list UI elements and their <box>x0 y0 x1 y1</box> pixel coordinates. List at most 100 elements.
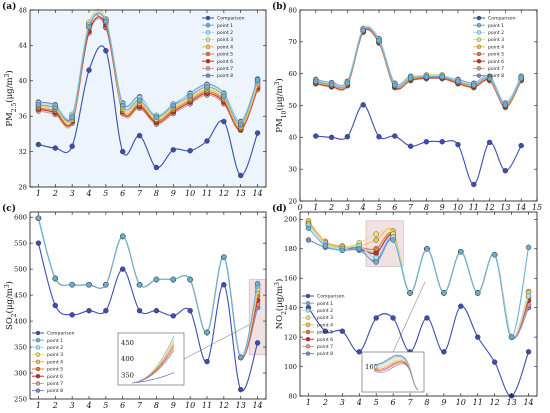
inset-connector <box>183 324 250 360</box>
axes-frame <box>29 211 267 400</box>
data-point <box>86 308 92 314</box>
data-point <box>120 102 126 109</box>
x-tick-label: 13 <box>500 203 510 212</box>
x-tick-label: 4 <box>85 189 91 198</box>
plot-area <box>300 10 537 201</box>
data-point <box>475 334 481 340</box>
legend-label: point 1 <box>488 23 504 29</box>
data-point <box>204 84 210 90</box>
data-point <box>187 308 193 314</box>
x-tick-label: 13 <box>507 398 517 407</box>
data-point <box>502 102 509 108</box>
data-point <box>69 143 75 149</box>
data-point <box>373 315 379 321</box>
legend-marker <box>476 15 482 21</box>
data-point <box>254 340 261 346</box>
data-point <box>458 249 464 255</box>
y-axis-label: PM10(μg/m3) <box>274 78 288 132</box>
legend-label: point 5 <box>217 52 233 58</box>
data-point <box>424 315 430 321</box>
legend-marker <box>476 73 482 78</box>
x-tick-label: 11 <box>473 398 483 407</box>
legend-label: point 2 <box>47 345 63 351</box>
x-tick-label: 10 <box>185 401 195 410</box>
legend-label: point 3 <box>217 37 233 43</box>
legend-label: point 3 <box>47 352 63 358</box>
y-tick-label: 300 <box>14 369 27 377</box>
x-tick-label: 2 <box>322 398 328 407</box>
legend-marker <box>476 23 482 28</box>
data-point <box>439 74 445 80</box>
data-point <box>373 231 379 237</box>
data-point <box>238 354 244 361</box>
data-point <box>376 134 382 140</box>
legend-marker <box>35 381 41 386</box>
legend-marker <box>205 59 211 64</box>
y-tick-label: 100 <box>284 363 297 371</box>
data-point <box>305 237 312 243</box>
x-tick-label: 3 <box>70 189 75 198</box>
x-tick-label: 6 <box>120 401 125 410</box>
data-point <box>136 308 143 314</box>
legend-label: point 5 <box>47 367 63 373</box>
axes-frame <box>29 9 267 188</box>
data-point <box>103 18 109 25</box>
x-tick-label: 8 <box>154 401 159 410</box>
plot-area <box>30 10 266 187</box>
y-axis-label: PM2.5(μg/m3) <box>4 70 18 126</box>
x-tick-label: 6 <box>391 398 396 407</box>
data-point <box>322 243 329 249</box>
data-point <box>254 130 261 136</box>
legend-marker <box>476 30 482 35</box>
y-tick-label: 200 <box>284 216 297 224</box>
data-point <box>525 349 532 355</box>
y-tick-label: 80 <box>288 6 297 14</box>
legend-label: point 4 <box>217 44 233 50</box>
legend-marker <box>35 345 41 350</box>
y-tick-label: 350 <box>14 343 27 351</box>
x-tick-label: 7 <box>137 189 143 198</box>
y-tick-label: 50 <box>288 102 297 110</box>
legend-marker <box>476 59 482 64</box>
x-tick-label: 5 <box>103 189 108 198</box>
x-tick-label: 14 <box>252 189 262 198</box>
data-point <box>455 78 461 84</box>
legend-label: point 1 <box>217 23 233 29</box>
legend-marker <box>476 44 482 49</box>
legend-marker <box>305 322 311 327</box>
data-point <box>86 67 92 73</box>
data-point <box>360 102 366 108</box>
x-tick-label: 14 <box>523 398 533 407</box>
legend-marker <box>35 352 41 357</box>
y-axis-label: NO2(μg/m3) <box>274 279 288 330</box>
x-tick-label: 5 <box>103 401 108 410</box>
y-tick-label: 180 <box>284 245 297 253</box>
x-tick-label: 10 <box>456 398 466 407</box>
data-point <box>136 282 143 288</box>
legend-label: point 7 <box>47 381 63 387</box>
data-point <box>392 133 398 139</box>
series-line <box>308 227 530 338</box>
data-point <box>238 121 244 127</box>
x-tick-label: 13 <box>236 189 246 198</box>
data-point <box>69 114 75 120</box>
legend-label: point 6 <box>47 374 63 380</box>
data-point <box>170 313 176 319</box>
x-tick-label: 7 <box>407 398 413 407</box>
data-point <box>328 134 335 141</box>
legend-marker <box>35 374 41 379</box>
data-point <box>407 290 413 296</box>
x-tick-label: 15 <box>532 203 542 212</box>
x-tick-label: 3 <box>345 203 350 212</box>
y-tick-label: 250 <box>14 395 27 403</box>
legend-label: Comparison <box>317 294 345 300</box>
y-tick-label: 400 <box>14 317 27 325</box>
panel-label: (a) <box>2 1 16 12</box>
legend-marker <box>35 366 41 372</box>
data-point <box>356 349 362 355</box>
legend-label: point 8 <box>317 351 333 357</box>
legend-marker <box>305 329 311 335</box>
